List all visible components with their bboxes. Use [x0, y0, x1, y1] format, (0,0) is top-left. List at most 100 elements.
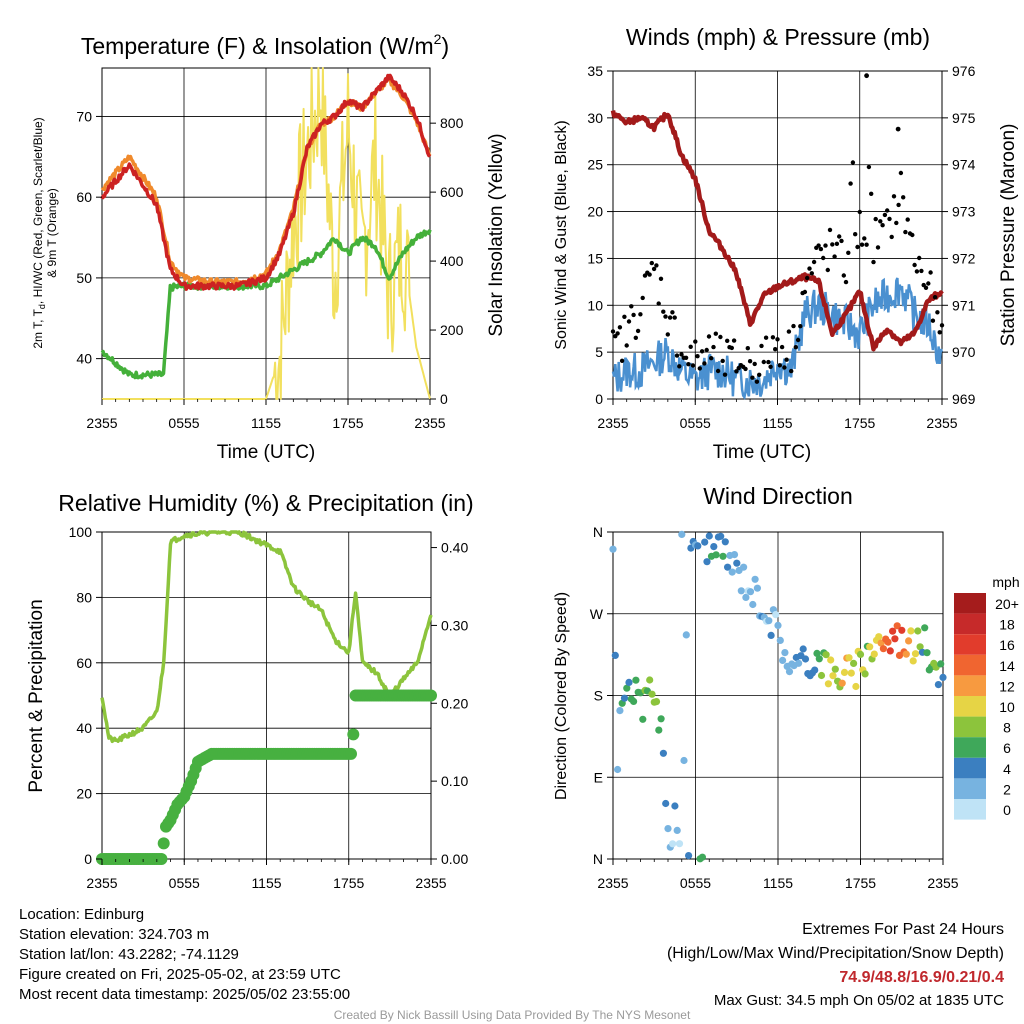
temperature-ylabel-right: Solar Insolation (Yellow) — [486, 133, 507, 336]
colorbar-label: 16 — [999, 637, 1015, 653]
gust-point — [725, 338, 730, 343]
gust-point — [928, 270, 933, 275]
wind-left-ticks: 0 5 10 15 20 25 30 35 — [587, 63, 613, 407]
direction-point — [937, 660, 945, 668]
y-right-tick-label: 400 — [440, 253, 464, 269]
y-tick-label: 60 — [76, 655, 92, 671]
gust-point — [779, 344, 785, 350]
direction-point — [845, 654, 853, 662]
gust-point — [734, 369, 739, 374]
y-tick-label: 40 — [76, 720, 92, 736]
colorbar-swatch — [954, 593, 986, 614]
peak-gust-point — [895, 126, 901, 132]
direction-point — [765, 617, 773, 625]
direction-point — [847, 669, 855, 677]
gust-point — [864, 242, 869, 247]
gust-point — [686, 362, 691, 367]
colorbar-label: 12 — [999, 678, 1015, 694]
x-tick-label: 1155 — [251, 415, 281, 431]
direction-point — [680, 756, 688, 765]
gust-point — [841, 273, 846, 278]
gust-point — [853, 232, 858, 237]
y-right-tick-label: 973 — [952, 204, 976, 220]
direction-point — [614, 765, 622, 774]
gust-point — [635, 328, 641, 334]
direction-point — [646, 676, 654, 684]
extremes-title: Extremes For Past 24 Hours — [802, 921, 1004, 938]
gust-point — [880, 223, 885, 228]
direction-point — [669, 840, 677, 848]
gust-point — [638, 312, 643, 317]
y-tick-label: 50 — [76, 270, 92, 286]
gust-point — [914, 269, 920, 274]
gust-point — [937, 330, 942, 335]
gust-point — [759, 343, 764, 349]
gust-point — [789, 368, 794, 374]
gust-point — [713, 331, 718, 336]
direction-point — [934, 681, 943, 689]
colorbar-swatch — [954, 634, 986, 655]
gust-point — [798, 324, 803, 329]
colorbar-swatch — [954, 654, 986, 676]
gust-point — [932, 295, 938, 300]
wind-xlabel: Time (UTC) — [713, 442, 812, 463]
direction-point — [856, 650, 865, 659]
gust-point — [917, 255, 922, 261]
direction-point — [817, 671, 826, 680]
gust-point — [919, 268, 924, 274]
gust-point — [807, 266, 812, 271]
y-right-tick-label: 971 — [952, 297, 976, 313]
gust-point — [656, 301, 661, 306]
gust-point — [626, 319, 632, 324]
direction-point — [921, 624, 929, 632]
gust-point — [869, 191, 874, 196]
direction-point — [799, 645, 807, 653]
direction-point — [861, 670, 869, 678]
direction-point — [657, 715, 665, 723]
gust-point — [887, 216, 892, 222]
direction-points — [609, 530, 947, 863]
gust-point — [665, 332, 670, 337]
direction-point — [737, 587, 745, 595]
direction-point — [717, 532, 725, 540]
gust-point — [839, 238, 844, 244]
gust-point — [647, 272, 652, 277]
y-right-tick-label: 600 — [440, 184, 464, 200]
gust-point — [649, 260, 654, 266]
y-tick-label: 5 — [595, 344, 603, 360]
gust-point — [825, 267, 830, 273]
direction-point — [838, 679, 846, 687]
gust-point — [640, 295, 645, 301]
x-tick-label: 1755 — [844, 415, 875, 431]
gust-point — [802, 289, 808, 295]
direction-point — [733, 559, 741, 567]
x-tick-label: 1755 — [332, 415, 363, 431]
rh-x-ticks: 2355 0555 1155 1755 2355 — [86, 859, 447, 891]
y-tick-label: 60 — [76, 189, 92, 205]
direction-grid — [613, 531, 943, 860]
direction-point — [751, 575, 759, 583]
gust-point — [818, 246, 824, 252]
temperature-left-ticks: 40 50 60 70 — [76, 108, 102, 367]
gust-point — [697, 366, 702, 371]
temperature-ylabel-left-2: & 9m T (Orange) — [45, 188, 59, 278]
gust-point — [821, 255, 826, 261]
wind-panel: Winds (mph) & Pressure (mb) 0 5 10 15 20 25 30… — [553, 24, 1019, 463]
gust-point — [622, 314, 627, 319]
y-right-tick-label: 976 — [952, 63, 976, 79]
gust-point — [784, 357, 789, 362]
rh-ylabel-left: Percent & Precipitation — [26, 599, 47, 792]
direction-point — [749, 600, 757, 609]
y-tick-label: 20 — [587, 204, 603, 220]
gust-point — [704, 347, 709, 353]
colorbar-swatch — [954, 675, 986, 696]
x-tick-label: 2355 — [927, 875, 958, 891]
colorbar-swatch — [954, 737, 986, 758]
gust-point — [905, 217, 910, 222]
x-tick-label: 0555 — [168, 415, 199, 431]
y-tick-label: 25 — [587, 157, 603, 173]
direction-title: Wind Direction — [703, 483, 853, 509]
y-tick-label: 70 — [76, 108, 92, 124]
direction-point — [824, 680, 833, 688]
